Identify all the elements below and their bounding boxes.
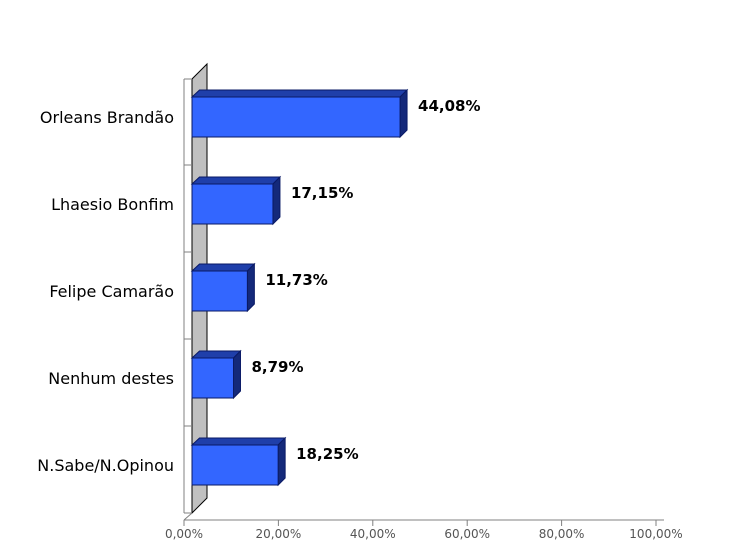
x-tick-label: 40,00% — [350, 527, 396, 541]
bar — [190, 88, 409, 139]
axis-corner — [183, 512, 193, 521]
bar-side-face — [246, 262, 255, 313]
bar-front-face — [191, 183, 274, 225]
bar — [190, 262, 256, 313]
bar-side-face — [232, 349, 241, 400]
category-label: Orleans Brandão — [40, 108, 174, 127]
bar-front-face — [191, 357, 234, 399]
bar-value-label: 17,15% — [291, 184, 353, 202]
bar-front-face — [191, 96, 401, 138]
bar-value-label: 8,79% — [251, 358, 303, 376]
bar-value-label: 11,73% — [265, 271, 327, 289]
x-tick-label: 0,00% — [165, 527, 203, 541]
bar — [190, 175, 282, 226]
bar-front-face — [191, 444, 279, 486]
x-tick-label: 20,00% — [256, 527, 302, 541]
category-label: Felipe Camarão — [49, 282, 174, 301]
x-tick-label: 60,00% — [444, 527, 490, 541]
bar-side-face — [277, 436, 286, 487]
bar-front-face — [191, 270, 248, 312]
bar-top-face — [190, 176, 282, 185]
x-tick-label: 100,00% — [629, 527, 682, 541]
bar-top-face — [190, 350, 242, 359]
bar-side-face — [272, 175, 281, 226]
x-tick-label: 80,00% — [539, 527, 585, 541]
bar-value-label: 44,08% — [418, 97, 480, 115]
bar-top-face — [190, 263, 256, 272]
category-label: Lhaesio Bonfim — [51, 195, 174, 214]
category-label: Nenhum destes — [48, 369, 174, 388]
bar-top-face — [190, 89, 409, 98]
bar-value-label: 18,25% — [296, 445, 358, 463]
bar — [190, 349, 242, 400]
bar — [190, 436, 287, 487]
bar-top-face — [190, 437, 287, 446]
category-label: N.Sabe/N.Opinou — [37, 456, 174, 475]
bar-side-face — [399, 88, 408, 139]
